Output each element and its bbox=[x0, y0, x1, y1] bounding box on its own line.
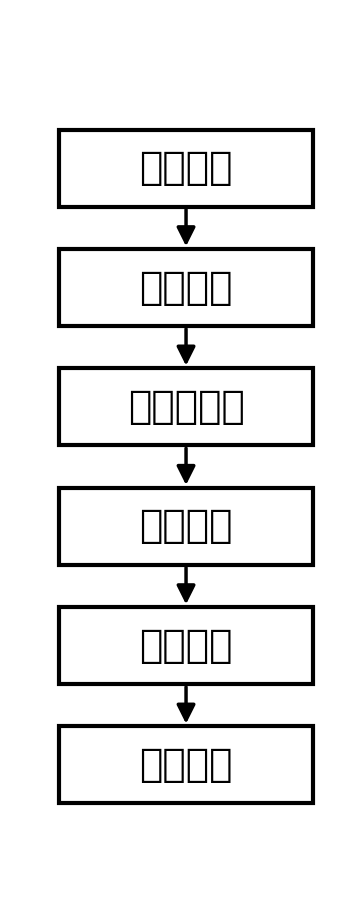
Text: 体积计算: 体积计算 bbox=[139, 746, 233, 784]
Bar bbox=[59, 488, 313, 565]
Bar bbox=[59, 607, 313, 684]
Text: 管道树分级: 管道树分级 bbox=[128, 388, 244, 426]
Bar bbox=[59, 129, 313, 207]
Bar bbox=[59, 726, 313, 804]
Text: 三维细化: 三维细化 bbox=[139, 269, 233, 307]
Text: 曲线拟合: 曲线拟合 bbox=[139, 626, 233, 664]
Text: 管道投影: 管道投影 bbox=[139, 507, 233, 545]
Bar bbox=[59, 249, 313, 326]
Bar bbox=[59, 369, 313, 445]
Text: 图像分割: 图像分割 bbox=[139, 150, 233, 188]
